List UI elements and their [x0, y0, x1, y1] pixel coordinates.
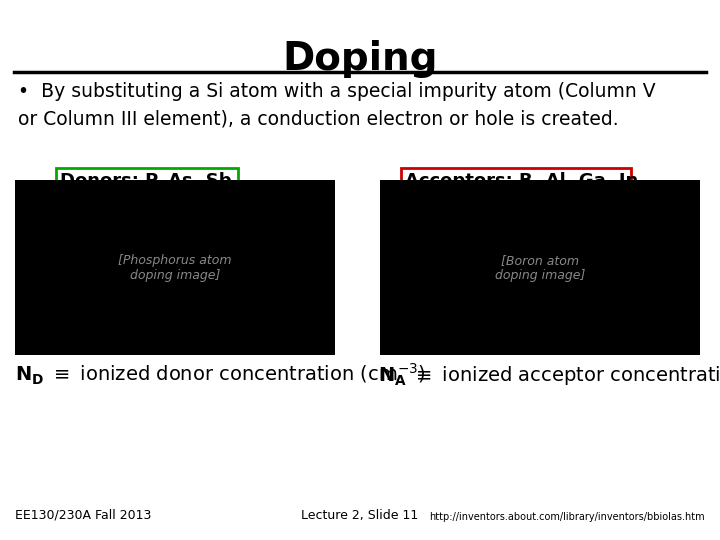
Text: Doping: Doping [282, 40, 438, 78]
Text: Lecture 2, Slide 11: Lecture 2, Slide 11 [302, 509, 418, 522]
Text: •  By substituting a Si atom with a special impurity atom (Column V
or Column II: • By substituting a Si atom with a speci… [18, 82, 656, 128]
Text: Acceptors: B, Al, Ga, In: Acceptors: B, Al, Ga, In [405, 172, 638, 190]
Text: Donors: P, As, Sb: Donors: P, As, Sb [60, 172, 232, 190]
FancyBboxPatch shape [15, 180, 335, 355]
Text: [Phosphorus atom
doping image]: [Phosphorus atom doping image] [118, 254, 232, 282]
FancyBboxPatch shape [380, 180, 700, 355]
Text: [Boron atom
doping image]: [Boron atom doping image] [495, 254, 585, 282]
Text: EE130/230A Fall 2013: EE130/230A Fall 2013 [15, 509, 151, 522]
Text: http://inventors.about.com/library/inventors/bbiolas.htm: http://inventors.about.com/library/inven… [429, 512, 705, 522]
Text: $\mathbf{N_D}$ $\equiv$ ionized donor concentration (cm$^{-3}$): $\mathbf{N_D}$ $\equiv$ ionized donor co… [15, 362, 426, 387]
Text: $\mathbf{N_A}$ $\equiv$ ionized acceptor concentration (cm$^{-3}$): $\mathbf{N_A}$ $\equiv$ ionized acceptor… [378, 362, 720, 388]
